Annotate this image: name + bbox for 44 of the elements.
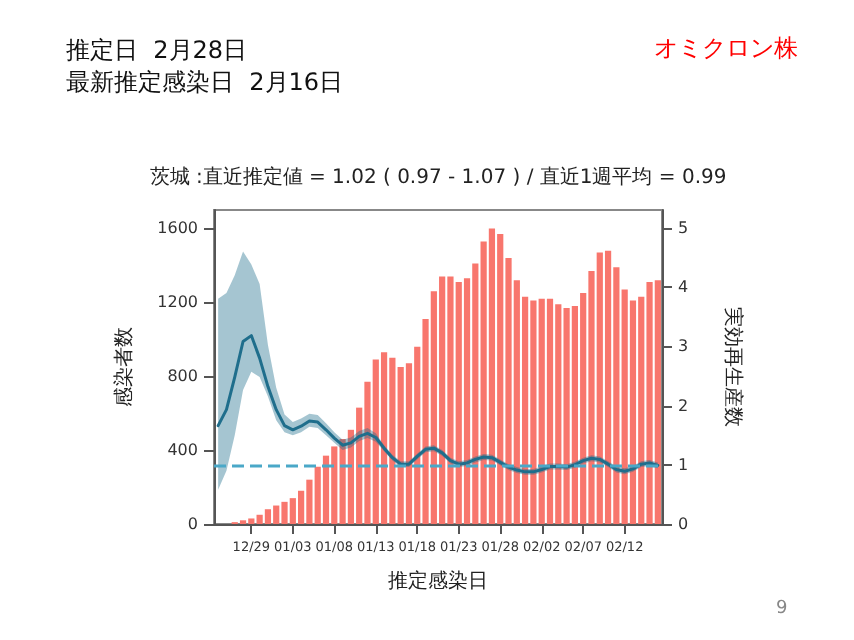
bar	[331, 446, 338, 524]
x-axis-title: 推定感染日	[388, 569, 488, 593]
y-tick-label: 1200	[157, 293, 198, 312]
bar	[563, 307, 570, 524]
bar	[447, 276, 454, 524]
text: オミクロン株	[654, 34, 798, 62]
bar	[455, 282, 462, 524]
bar	[380, 352, 388, 524]
y-tick-label: 800	[167, 367, 198, 386]
y-tick-label: 1600	[157, 219, 198, 238]
chart-subtitle: 最新推定感染日 2月16日	[66, 68, 344, 96]
bar	[273, 505, 280, 524]
bar	[281, 501, 288, 524]
chart-title: 推定日 2月28日	[66, 36, 248, 64]
y2-tick-label: 3	[678, 337, 689, 356]
bar	[264, 509, 272, 524]
bar	[439, 276, 446, 524]
y2-tick-label: 2	[678, 396, 689, 415]
y2-tick-label: 4	[678, 278, 689, 297]
y-tick-label: 400	[167, 441, 198, 460]
bar	[538, 298, 545, 524]
text: 茨城 :直近推定値 = 1.02 ( 0.97 - 1.07 ) / 直近1週平均 = 0.99	[149, 165, 727, 189]
bar	[256, 514, 263, 524]
bar	[555, 304, 562, 524]
bar	[530, 300, 537, 524]
line-series	[216, 334, 660, 474]
bar	[546, 298, 554, 524]
bar	[372, 359, 379, 524]
bar	[389, 357, 396, 524]
bar	[248, 518, 255, 524]
bar	[488, 228, 496, 524]
y2-tick-label: 1	[678, 455, 689, 474]
y2-tick-label: 5	[678, 218, 689, 237]
y-tick-label: 0	[187, 515, 198, 533]
bar	[604, 250, 612, 524]
y-axis-title: 感染者数	[112, 327, 137, 407]
bar	[654, 280, 661, 524]
bar	[646, 282, 653, 524]
y2-tick-label: 0	[678, 515, 689, 533]
bar	[289, 498, 296, 524]
text: 9	[776, 599, 788, 619]
bar	[596, 252, 603, 524]
bar	[497, 234, 504, 524]
y2-axis-title: 実効再生産数	[721, 307, 745, 427]
